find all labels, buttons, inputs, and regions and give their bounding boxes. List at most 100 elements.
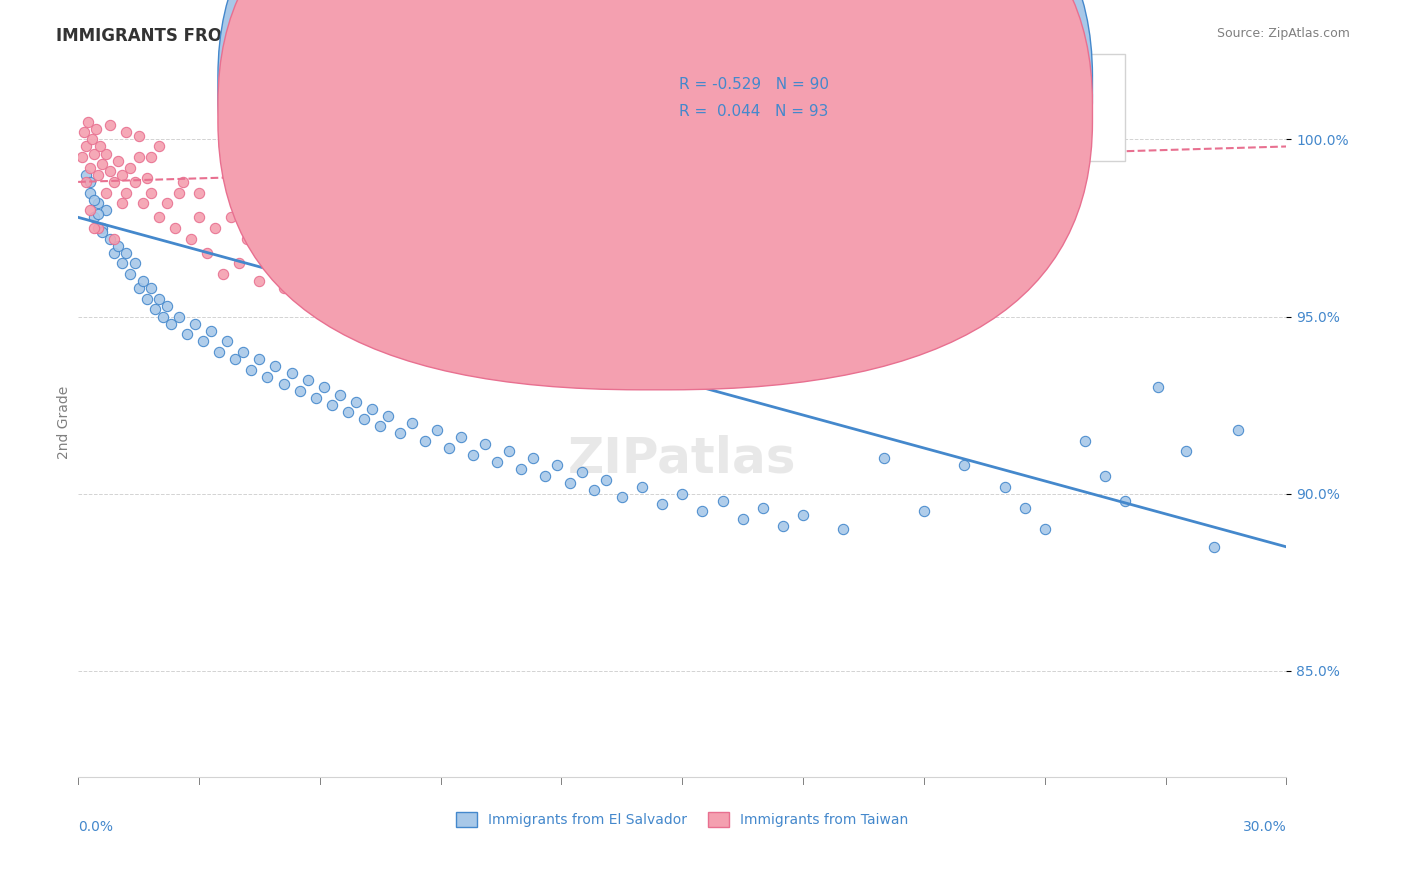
Point	[1094, 469, 1116, 483]
Point	[389, 426, 412, 441]
Point	[115, 186, 138, 200]
Point	[103, 175, 125, 189]
Point	[429, 267, 451, 281]
Point	[79, 161, 101, 175]
Point	[84, 121, 107, 136]
Point	[772, 518, 794, 533]
Point	[474, 437, 496, 451]
Point	[91, 157, 114, 171]
Point	[692, 504, 714, 518]
Point	[156, 299, 179, 313]
Point	[671, 486, 693, 500]
Point	[273, 281, 295, 295]
Point	[159, 317, 181, 331]
Point	[107, 238, 129, 252]
Point	[256, 369, 278, 384]
Point	[305, 391, 328, 405]
Point	[87, 221, 110, 235]
Point	[361, 401, 384, 416]
Point	[135, 292, 157, 306]
Point	[1114, 493, 1136, 508]
Point	[308, 186, 330, 200]
Point	[96, 203, 118, 218]
Point	[429, 281, 451, 295]
Point	[208, 345, 231, 359]
Point	[204, 221, 226, 235]
Point	[98, 231, 121, 245]
Point	[321, 302, 343, 317]
Point	[167, 310, 190, 324]
Point	[232, 345, 254, 359]
Point	[489, 352, 512, 367]
Point	[107, 153, 129, 168]
Point	[167, 186, 190, 200]
Point	[394, 327, 416, 342]
Point	[128, 281, 150, 295]
Point	[571, 373, 593, 387]
Point	[77, 114, 100, 128]
Point	[912, 504, 935, 518]
Point	[595, 473, 617, 487]
Point	[148, 211, 170, 225]
Point	[195, 245, 218, 260]
Point	[368, 419, 391, 434]
Point	[752, 500, 775, 515]
Y-axis label: 2nd Grade: 2nd Grade	[58, 386, 72, 459]
Point	[470, 292, 492, 306]
Point	[333, 245, 356, 260]
Point	[389, 211, 412, 225]
Point	[550, 231, 572, 245]
Point	[156, 196, 179, 211]
Point	[321, 398, 343, 412]
Point	[461, 448, 484, 462]
Text: 0.0%: 0.0%	[79, 820, 112, 834]
Point	[91, 225, 114, 239]
Point	[75, 139, 97, 153]
Point	[96, 146, 118, 161]
Point	[163, 221, 186, 235]
Point	[83, 221, 105, 235]
Text: IMMIGRANTS FROM EL SALVADOR VS IMMIGRANTS FROM TAIWAN 2ND GRADE CORRELATION CHAR: IMMIGRANTS FROM EL SALVADOR VS IMMIGRANT…	[56, 27, 990, 45]
Point	[83, 193, 105, 207]
Point	[82, 132, 104, 146]
Text: R =  0.044   N = 93: R = 0.044 N = 93	[679, 104, 828, 119]
Point	[264, 359, 287, 373]
Point	[131, 196, 153, 211]
Point	[873, 451, 896, 466]
Point	[329, 387, 352, 401]
Point	[115, 125, 138, 139]
Point	[111, 196, 134, 211]
Point	[510, 274, 533, 288]
Point	[269, 238, 291, 252]
Point	[79, 175, 101, 189]
Point	[308, 267, 330, 281]
Point	[191, 334, 214, 349]
Point	[610, 490, 633, 504]
Point	[115, 245, 138, 260]
Point	[124, 175, 146, 189]
Point	[240, 362, 263, 376]
Point	[993, 480, 1015, 494]
Point	[510, 302, 533, 317]
Point	[711, 493, 734, 508]
Point	[188, 186, 211, 200]
Point	[89, 139, 111, 153]
Point	[212, 267, 235, 281]
Point	[357, 256, 380, 270]
Point	[349, 256, 371, 270]
Point	[312, 380, 335, 394]
Point	[401, 416, 423, 430]
Point	[111, 168, 134, 182]
Point	[98, 164, 121, 178]
Point	[217, 334, 239, 349]
Point	[284, 256, 307, 270]
Point	[70, 150, 93, 164]
Point	[236, 231, 259, 245]
Point	[73, 125, 96, 139]
Point	[377, 409, 399, 423]
Point	[96, 186, 118, 200]
Point	[139, 281, 162, 295]
Point	[79, 203, 101, 218]
Point	[224, 352, 246, 367]
Point	[288, 384, 311, 398]
